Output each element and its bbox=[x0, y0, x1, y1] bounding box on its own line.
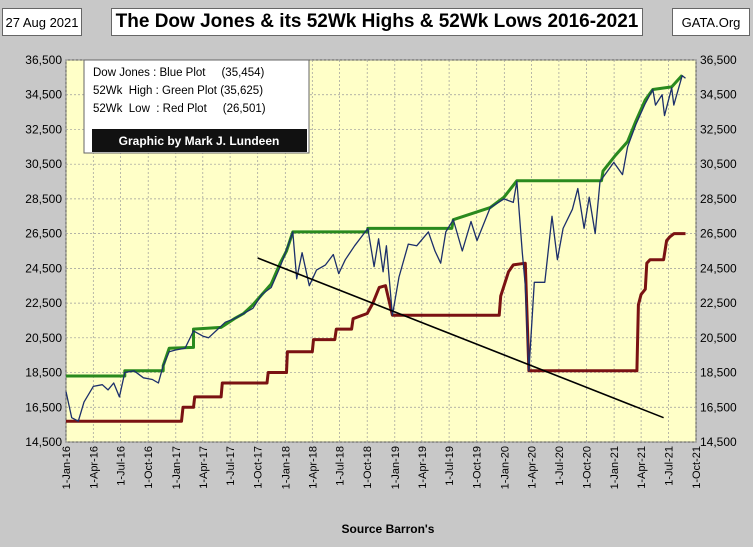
x-tick-label: 1-Jan-19 bbox=[390, 446, 402, 489]
y-tick-label-right: 30,500 bbox=[700, 157, 737, 171]
source-label: Source Barron's bbox=[342, 522, 435, 536]
y-tick-label-left: 32,500 bbox=[25, 122, 62, 136]
x-axis: 1-Jan-16 1-Apr-16 1-Jul-16 1-Oct-16 1-Jan-17… bbox=[61, 446, 703, 489]
y-axis-left: 14,500 16,500 18,500 20,500 22,500 24,500 26,5… bbox=[25, 53, 62, 449]
y-tick-label-right: 16,500 bbox=[700, 400, 737, 414]
y-tick-label-right: 14,500 bbox=[700, 435, 737, 449]
x-tick-label: 1-Jul-17 bbox=[225, 446, 237, 486]
x-tick-label: 1-Oct-21 bbox=[691, 446, 703, 489]
x-tick-label: 1-Apr-21 bbox=[636, 446, 648, 489]
x-tick-label: 1-Oct-19 bbox=[472, 446, 484, 489]
credit-banner bbox=[92, 129, 307, 152]
y-axis-right: 14,500 16,500 18,500 20,500 22,500 24,500 26,5… bbox=[700, 53, 737, 449]
y-tick-label-right: 24,500 bbox=[700, 261, 737, 275]
legend-box: Dow Jones : Blue Plot (35,454) 52Wk High… bbox=[83, 59, 310, 154]
x-tick-label: 1-Apr-16 bbox=[88, 446, 100, 489]
x-tick-label: 1-Jan-16 bbox=[61, 446, 73, 489]
y-tick-label-right: 18,500 bbox=[700, 366, 737, 380]
y-tick-label-left: 28,500 bbox=[25, 192, 62, 206]
dow-jones-line bbox=[65, 74, 686, 422]
y-tick-label-right: 36,500 bbox=[700, 53, 737, 67]
chart-title: The Dow Jones & its 52Wk Highs & 52Wk Lo… bbox=[111, 8, 643, 36]
x-tick-label: 1-Apr-18 bbox=[307, 446, 319, 489]
y-tick-label-right: 20,500 bbox=[700, 331, 737, 345]
grid bbox=[65, 59, 697, 443]
y-tick-label-left: 26,500 bbox=[25, 227, 62, 241]
y-tick-label-left: 20,500 bbox=[25, 331, 62, 345]
y-tick-label-left: 34,500 bbox=[25, 88, 62, 102]
low-52wk-line bbox=[66, 232, 686, 423]
date-label: 27 Aug 2021 bbox=[2, 8, 82, 36]
y-tick-label-right: 28,500 bbox=[700, 192, 737, 206]
trend-line bbox=[257, 257, 664, 419]
y-tick-label-left: 18,500 bbox=[25, 366, 62, 380]
x-tick-label: 1-Jan-20 bbox=[499, 446, 511, 489]
site-label: GATA.Org bbox=[672, 8, 750, 36]
legend-line-low: 52Wk Low : Red Plot (26,501) bbox=[93, 103, 266, 115]
y-tick-label-left: 30,500 bbox=[25, 157, 62, 171]
x-tick-label: 1-Jul-19 bbox=[444, 446, 456, 486]
x-tick-label: 1-Apr-17 bbox=[198, 446, 210, 489]
x-tick-label: 1-Oct-18 bbox=[362, 446, 374, 489]
x-tick-label: 1-Jan-18 bbox=[280, 446, 292, 489]
x-tick-label: 1-Jul-16 bbox=[116, 446, 128, 486]
y-tick-label-left: 22,500 bbox=[25, 296, 62, 310]
x-tick-label: 1-Apr-19 bbox=[417, 446, 429, 489]
y-tick-label-right: 26,500 bbox=[700, 227, 737, 241]
credit-text: Graphic by Mark J. Lundeen bbox=[119, 134, 280, 148]
x-tick-label: 1-Oct-20 bbox=[582, 446, 594, 489]
high-52wk-line bbox=[66, 74, 684, 378]
y-tick-label-left: 16,500 bbox=[25, 400, 62, 414]
y-tick-label-right: 22,500 bbox=[700, 296, 737, 310]
y-tick-label-left: 36,500 bbox=[25, 53, 62, 67]
y-tick-label-right: 34,500 bbox=[700, 88, 737, 102]
x-tick-label: 1-Jul-20 bbox=[554, 446, 566, 486]
x-tick-label: 1-Jan-21 bbox=[609, 446, 621, 489]
y-tick-label-left: 24,500 bbox=[25, 261, 62, 275]
legend-line-high: 52Wk High : Green Plot (35,625) bbox=[93, 85, 263, 97]
x-tick-label: 1-Oct-17 bbox=[253, 446, 265, 489]
y-tick-label-left: 14,500 bbox=[25, 435, 62, 449]
y-tick-label-right: 32,500 bbox=[700, 122, 737, 136]
legend-line-dow: Dow Jones : Blue Plot (35,454) bbox=[93, 67, 264, 79]
x-tick-label: 1-Apr-20 bbox=[527, 446, 539, 489]
x-tick-label: 1-Jan-17 bbox=[171, 446, 183, 489]
x-tick-label: 1-Jul-21 bbox=[663, 446, 675, 486]
x-tick-label: 1-Jul-18 bbox=[335, 446, 347, 486]
x-tick-label: 1-Oct-16 bbox=[143, 446, 155, 489]
series-group bbox=[65, 74, 686, 423]
